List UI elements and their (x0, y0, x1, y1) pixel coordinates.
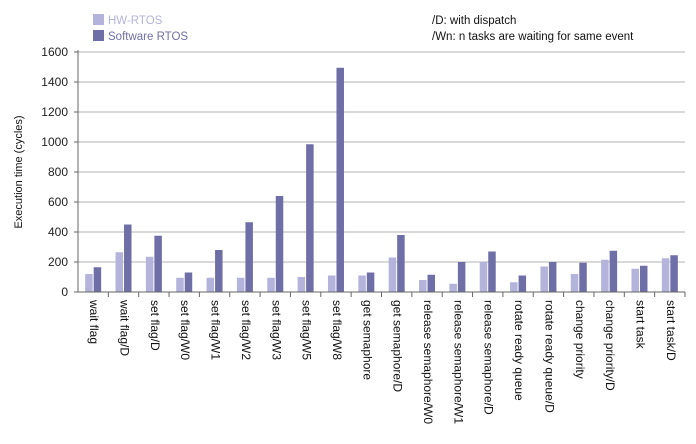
x-tick-label: rotate ready queue (512, 300, 526, 401)
x-tick-label: set flag/W1 (209, 300, 223, 360)
y-tick-label: 1000 (41, 135, 68, 149)
bar-software-rtos-1 (124, 224, 132, 292)
y-tick-label: 600 (48, 195, 68, 209)
y-tick-label: 200 (48, 255, 68, 269)
bar-software-rtos-0 (93, 267, 102, 292)
legend: HW-RTOS Software RTOS (93, 14, 188, 43)
bar-software-rtos-19 (670, 255, 678, 292)
y-tick-label: 0 (61, 285, 68, 299)
bar-software-rtos-12 (457, 262, 466, 292)
x-tick-label: change priority (573, 300, 587, 379)
x-tick-label: wait flag/D (118, 299, 132, 356)
bar-software-rtos-5 (245, 222, 253, 292)
x-tick-label: set flag/W8 (330, 300, 344, 360)
x-tick-label: release semaphore/D (482, 300, 496, 415)
bar-software-rtos-4 (215, 250, 223, 292)
y-axis-title: Execution time (cycles) (13, 115, 25, 228)
x-tick-label: get semaphore (360, 300, 374, 380)
bar-hw-rtos-7 (297, 277, 306, 292)
bar-hw-rtos-19 (661, 258, 670, 292)
bar-hw-rtos-14 (510, 282, 518, 292)
y-axis-ticks: 0 200 400 600 800 1000 1200 1400 1600 (41, 45, 78, 299)
bar-hw-rtos-2 (145, 256, 154, 292)
bar-hw-rtos-13 (479, 262, 488, 292)
y-tick-label: 800 (48, 165, 68, 179)
bar-hw-rtos-18 (631, 268, 639, 292)
x-axis-labels: wait flag wait flag/D set flag/D set flag/W… (87, 292, 686, 424)
x-tick-label: rotate ready queue/D (542, 300, 556, 413)
x-tick-label: set flag/W2 (239, 300, 253, 360)
x-tick-label: start task/D (664, 300, 678, 361)
bar-software-rtos-10 (397, 235, 405, 292)
bar-hw-rtos-16 (570, 274, 579, 292)
legend-swatch-software-rtos (93, 30, 104, 41)
axes (77, 50, 685, 293)
bars (85, 67, 678, 292)
legend-label-hw-rtos: HW-RTOS (108, 15, 163, 27)
x-tick-label: wait flag (87, 299, 101, 344)
note-waiting-tasks: /Wn: n tasks are waiting for same event (432, 31, 634, 43)
bar-software-rtos-16 (579, 262, 587, 292)
x-tick-label: set flag/D (148, 300, 162, 351)
y-tick-label: 1200 (41, 105, 68, 119)
bar-software-rtos-2 (154, 235, 162, 292)
bar-hw-rtos-3 (176, 277, 184, 292)
x-tick-label: get semaphore/D (391, 300, 405, 392)
y-tick-label: 400 (48, 225, 68, 239)
bar-hw-rtos-1 (115, 252, 124, 292)
bar-hw-rtos-11 (419, 280, 427, 292)
bar-software-rtos-15 (548, 262, 557, 292)
bar-software-rtos-14 (518, 275, 527, 292)
bar-hw-rtos-6 (267, 277, 275, 292)
x-tick-label: set flag/W0 (178, 300, 192, 360)
bar-hw-rtos-4 (206, 277, 215, 292)
bar-hw-rtos-5 (236, 277, 245, 292)
note-dispatch: /D: with dispatch (432, 15, 516, 27)
bar-software-rtos-17 (609, 250, 618, 292)
notes: /D: with dispatch /Wn: n tasks are waiti… (432, 15, 634, 43)
bar-software-rtos-8 (336, 67, 344, 292)
bar-software-rtos-18 (639, 265, 648, 292)
bar-hw-rtos-10 (388, 257, 397, 292)
x-tick-label: set flag/W5 (300, 300, 314, 360)
bar-hw-rtos-9 (358, 275, 366, 292)
y-tick-label: 1400 (41, 75, 68, 89)
bar-software-rtos-11 (427, 274, 436, 292)
bar-hw-rtos-0 (85, 274, 93, 292)
legend-swatch-hw-rtos (93, 14, 104, 25)
x-tick-label: release semaphore/W1 (451, 300, 465, 424)
bar-software-rtos-3 (184, 272, 193, 292)
legend-label-software-rtos: Software RTOS (108, 31, 188, 43)
bar-software-rtos-9 (366, 272, 375, 292)
bar-hw-rtos-17 (601, 259, 609, 292)
x-tick-label: start task (633, 300, 647, 350)
bar-hw-rtos-12 (449, 283, 457, 292)
x-tick-label: change priority/D (603, 300, 617, 391)
x-tick-label: set flag/W3 (269, 300, 283, 360)
bar-software-rtos-7 (306, 144, 314, 292)
bar-hw-rtos-8 (327, 275, 336, 292)
bar-hw-rtos-15 (540, 266, 548, 292)
gridlines (78, 51, 685, 263)
x-tick-label: release semaphore/W0 (421, 300, 435, 424)
bar-software-rtos-6 (275, 196, 284, 292)
y-tick-label: 1600 (41, 45, 68, 59)
bar-software-rtos-13 (488, 251, 496, 292)
